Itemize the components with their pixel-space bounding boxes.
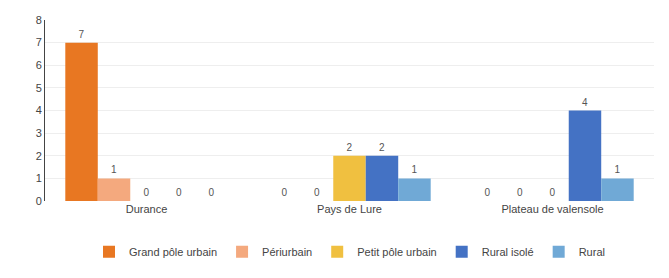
svg-text:1: 1 [614,164,620,175]
svg-text:Plateau de valensole: Plateau de valensole [501,203,603,215]
svg-text:2: 2 [36,150,42,162]
svg-text:3: 3 [36,127,42,139]
svg-text:Pays de Lure: Pays de Lure [317,203,382,215]
svg-text:4: 4 [582,97,588,108]
svg-text:Grand pôle urbain: Grand pôle urbain [129,246,217,258]
svg-text:0: 0 [485,187,491,198]
svg-text:1: 1 [36,172,42,184]
svg-text:0: 0 [144,187,150,198]
svg-text:2: 2 [379,142,385,153]
svg-text:6: 6 [36,59,42,71]
svg-text:Durance: Durance [126,203,168,215]
svg-text:Périurbain: Périurbain [262,246,312,258]
svg-text:0: 0 [550,187,556,198]
svg-text:Rural: Rural [579,246,605,258]
svg-text:5: 5 [36,82,42,94]
svg-text:1: 1 [411,164,417,175]
svg-text:7: 7 [36,36,42,48]
svg-text:2: 2 [347,142,353,153]
svg-text:0: 0 [517,187,523,198]
svg-text:8: 8 [36,14,42,26]
svg-text:1: 1 [111,164,117,175]
svg-text:4: 4 [36,104,42,116]
svg-text:0: 0 [208,187,214,198]
svg-text:0: 0 [176,187,182,198]
svg-text:7: 7 [79,29,85,40]
svg-text:Petit pôle urbain: Petit pôle urbain [357,246,437,258]
svg-text:Rural isolé: Rural isolé [482,246,534,258]
svg-text:0: 0 [282,187,288,198]
svg-text:0: 0 [314,187,320,198]
svg-text:0: 0 [36,195,42,207]
